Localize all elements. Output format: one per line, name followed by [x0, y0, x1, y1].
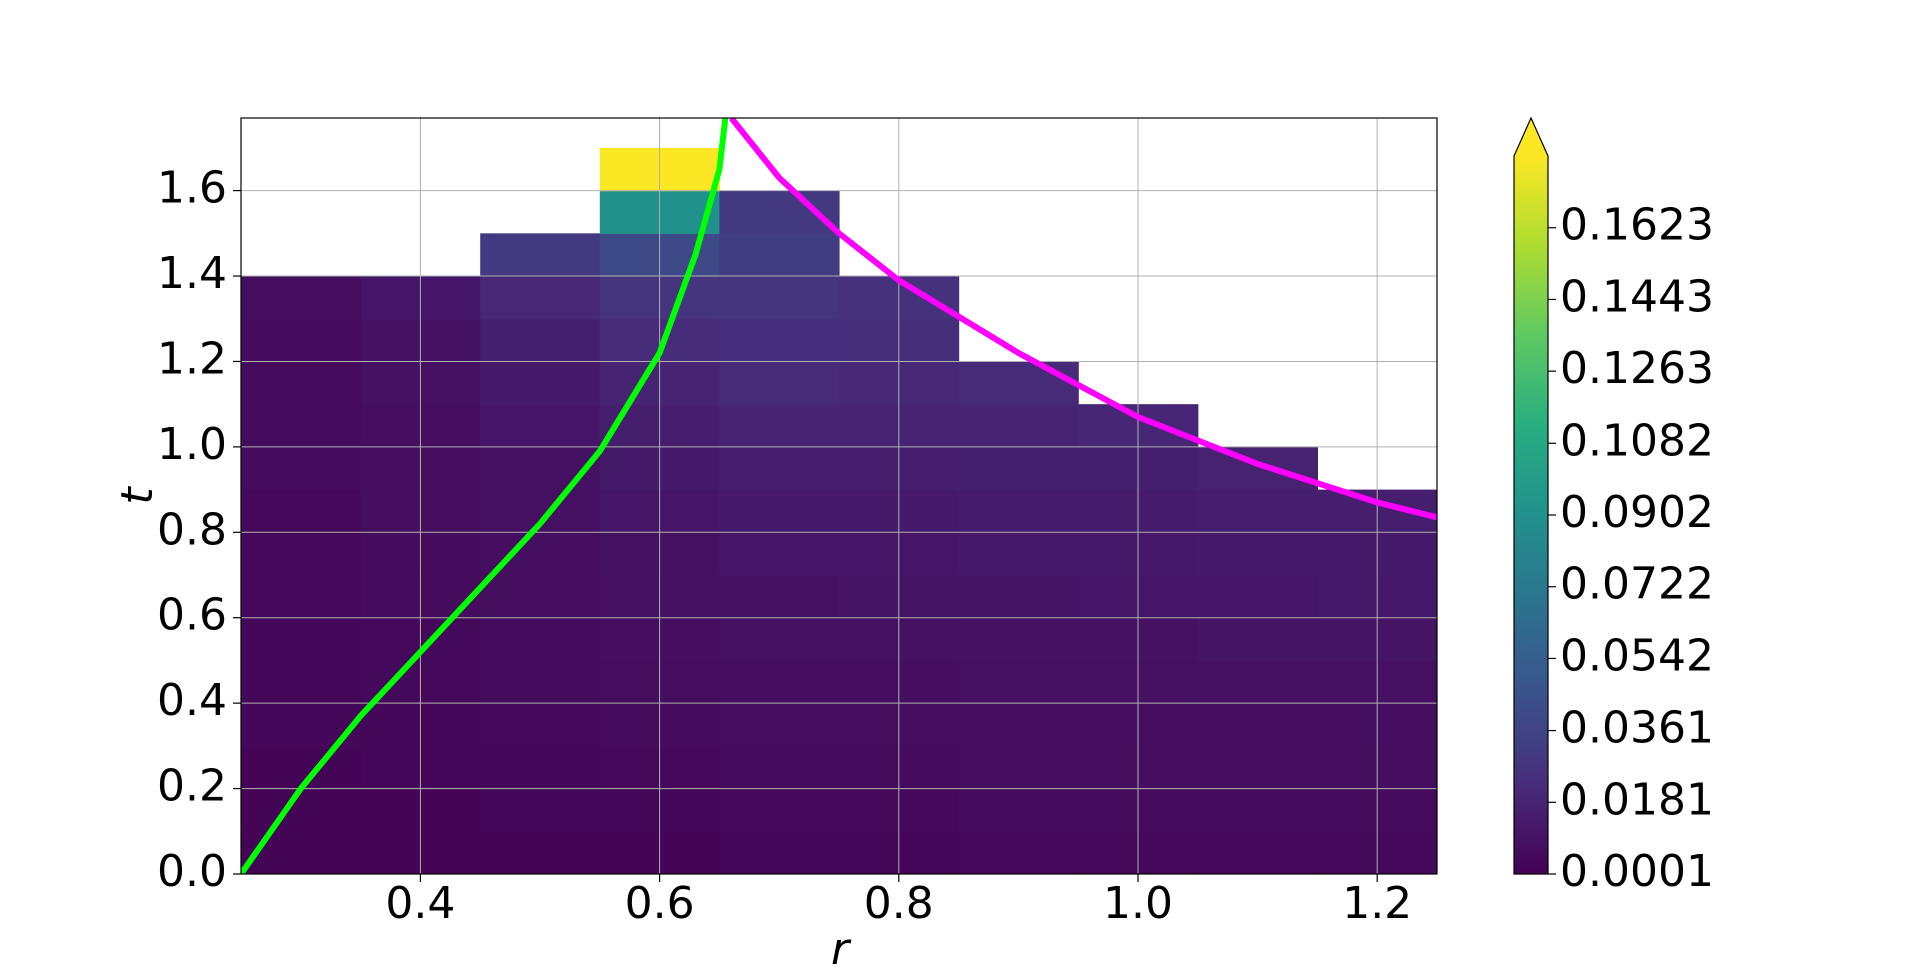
y-tick-label: 0.0: [157, 846, 227, 897]
heatmap-cell: [958, 361, 1079, 405]
y-tick-label: 0.8: [157, 504, 227, 555]
heatmap-cell: [1197, 703, 1318, 747]
heatmap-cell: [719, 190, 840, 234]
curve: [729, 118, 1437, 521]
heatmap-cell: [1197, 788, 1318, 832]
heatmap-cell: [480, 404, 601, 448]
heatmap-cell: [241, 404, 362, 448]
heatmap-cell: [719, 575, 840, 619]
colorbar-tick-label: 0.1623: [1560, 200, 1714, 251]
x-axis-label: r: [831, 924, 852, 975]
curve: [241, 118, 729, 874]
colorbar-tick-label: 0.1263: [1560, 343, 1714, 394]
heatmap-cell: [958, 703, 1079, 747]
heatmap-cell: [480, 831, 601, 874]
heatmap-cell: [241, 831, 362, 874]
heatmap-cell: [480, 703, 601, 747]
heatmap-cell: [719, 532, 840, 576]
heatmap-cell: [480, 575, 601, 619]
heatmap-cell: [719, 446, 840, 491]
colorbar-tick-label: 0.1443: [1560, 271, 1714, 322]
x-tick-label: 1.2: [1342, 878, 1412, 929]
heatmap-cell: [719, 831, 840, 874]
heatmap-cell: [241, 788, 362, 832]
heatmap-cell: [719, 489, 840, 533]
heatmap-cell: [241, 276, 362, 320]
heatmap-cell: [480, 617, 601, 662]
heatmap-cell: [958, 404, 1079, 448]
heatmap-cell: [1197, 660, 1318, 704]
heatmap-cell: [1197, 489, 1318, 533]
heatmap-cell: [719, 660, 840, 704]
heatmap-cell: [241, 532, 362, 576]
heatmap-cell: [1197, 532, 1318, 576]
heatmap-cell: [719, 276, 840, 320]
heatmap-cell: [958, 745, 1079, 790]
heatmap-cell: [719, 703, 840, 747]
y-tick-label: 1.6: [157, 163, 227, 214]
heatmap-cell: [480, 745, 601, 790]
heatmap-cell: [1197, 446, 1318, 491]
colorbar-tick-label: 0.0722: [1560, 559, 1714, 610]
heatmap-cell: [958, 617, 1079, 662]
heatmap-cell: [958, 788, 1079, 832]
heatmap-cell: [719, 745, 840, 790]
colorbar: [1514, 156, 1548, 874]
heatmap-cell: [480, 276, 601, 320]
x-tick-label: 0.4: [385, 878, 455, 929]
y-tick-label: 0.4: [157, 675, 227, 726]
colorbar-tick-label: 0.0001: [1560, 846, 1714, 897]
y-tick-label: 1.4: [157, 248, 227, 299]
heatmap-cell: [719, 404, 840, 448]
colorbar-extend: [1514, 118, 1548, 156]
x-tick-label: 0.6: [625, 878, 695, 929]
heatmap-cell: [719, 361, 840, 405]
heatmap-cell: [480, 361, 601, 405]
heatmap-cell: [241, 361, 362, 405]
heatmap-cell: [241, 660, 362, 704]
heatmap-cell: [241, 745, 362, 790]
colorbar-tick-label: 0.1082: [1560, 415, 1714, 466]
heatmap-cell: [958, 831, 1079, 874]
heatmap-cell: [1197, 575, 1318, 619]
heatmap-cell: [241, 617, 362, 662]
colorbar-tick-label: 0.0181: [1560, 774, 1714, 825]
heatmap-cell: [719, 318, 840, 363]
y-axis-label: t: [112, 486, 163, 505]
heatmap-cell: [241, 318, 362, 363]
heatmap-cell: [958, 575, 1079, 619]
heatmap-cell: [480, 233, 601, 277]
heatmap-cell: [958, 532, 1079, 576]
y-tick-label: 0.2: [157, 761, 227, 812]
heatmap-cell: [480, 660, 601, 704]
heatmap-cell: [480, 318, 601, 363]
y-tick-label: 1.0: [157, 419, 227, 470]
y-tick-label: 1.2: [157, 333, 227, 384]
heatmap-cell: [958, 446, 1079, 491]
heatmap-cell: [958, 489, 1079, 533]
heatmap-cell: [1197, 745, 1318, 790]
y-tick-label: 0.6: [157, 590, 227, 641]
heatmap-cell: [719, 233, 840, 277]
heatmap-cell: [241, 446, 362, 491]
heatmap-cell: [241, 575, 362, 619]
curves: [241, 118, 1437, 874]
heatmap-cell: [719, 788, 840, 832]
colorbar-tick-label: 0.0542: [1560, 630, 1714, 681]
x-tick-label: 0.8: [864, 878, 934, 929]
colorbar-frame: [1513, 116, 1549, 875]
heatmap-cell: [1197, 617, 1318, 662]
heatmap-cell: [719, 617, 840, 662]
colorbar-tick-label: 0.0902: [1560, 487, 1714, 538]
x-tick-label: 1.0: [1103, 878, 1173, 929]
colorbar-tick-label: 0.0361: [1560, 703, 1714, 754]
heatmap-cell: [958, 660, 1079, 704]
plot-frame: [240, 117, 1438, 875]
heatmap-cell: [480, 788, 601, 832]
heatmap-cell: [1197, 831, 1318, 874]
heatmap-cell: [480, 446, 601, 491]
heatmap-cell: [241, 489, 362, 533]
